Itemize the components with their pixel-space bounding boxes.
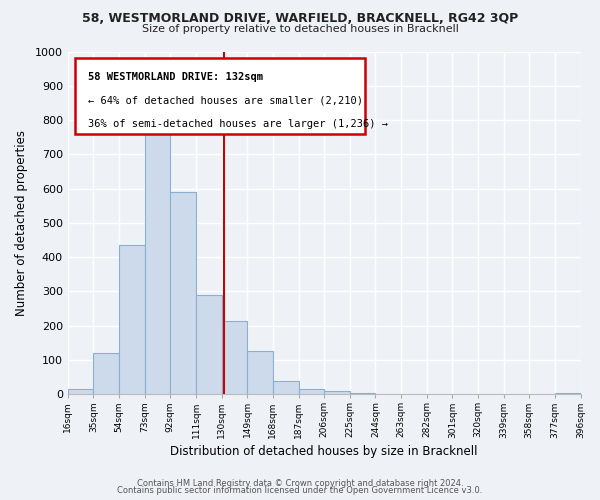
Text: ← 64% of detached houses are smaller (2,210): ← 64% of detached houses are smaller (2,… (88, 96, 364, 106)
FancyBboxPatch shape (76, 58, 365, 134)
Text: Contains HM Land Registry data © Crown copyright and database right 2024.: Contains HM Land Registry data © Crown c… (137, 478, 463, 488)
Bar (350, 393, 376, 394)
Bar (221, 320, 247, 394)
Text: 58, WESTMORLAND DRIVE, WARFIELD, BRACKNELL, RG42 3QP: 58, WESTMORLAND DRIVE, WARFIELD, BRACKNE… (82, 12, 518, 26)
Bar (68, 389, 94, 394)
Y-axis label: Number of detached properties: Number of detached properties (15, 130, 28, 316)
Bar (119, 245, 145, 394)
Text: 58 WESTMORLAND DRIVE: 132sqm: 58 WESTMORLAND DRIVE: 132sqm (88, 72, 263, 82)
Bar (273, 380, 299, 394)
Text: 36% of semi-detached houses are larger (1,236) →: 36% of semi-detached houses are larger (… (88, 118, 388, 128)
Bar (324, 392, 350, 394)
Text: Size of property relative to detached houses in Bracknell: Size of property relative to detached ho… (142, 24, 458, 34)
Bar (170, 192, 196, 394)
Bar (247, 352, 273, 394)
Text: Contains public sector information licensed under the Open Government Licence v3: Contains public sector information licen… (118, 486, 482, 495)
X-axis label: Distribution of detached houses by size in Bracknell: Distribution of detached houses by size … (170, 444, 478, 458)
Bar (555, 392, 581, 394)
Bar (145, 120, 170, 394)
Bar (299, 389, 324, 394)
Bar (196, 295, 221, 394)
Bar (94, 353, 119, 394)
